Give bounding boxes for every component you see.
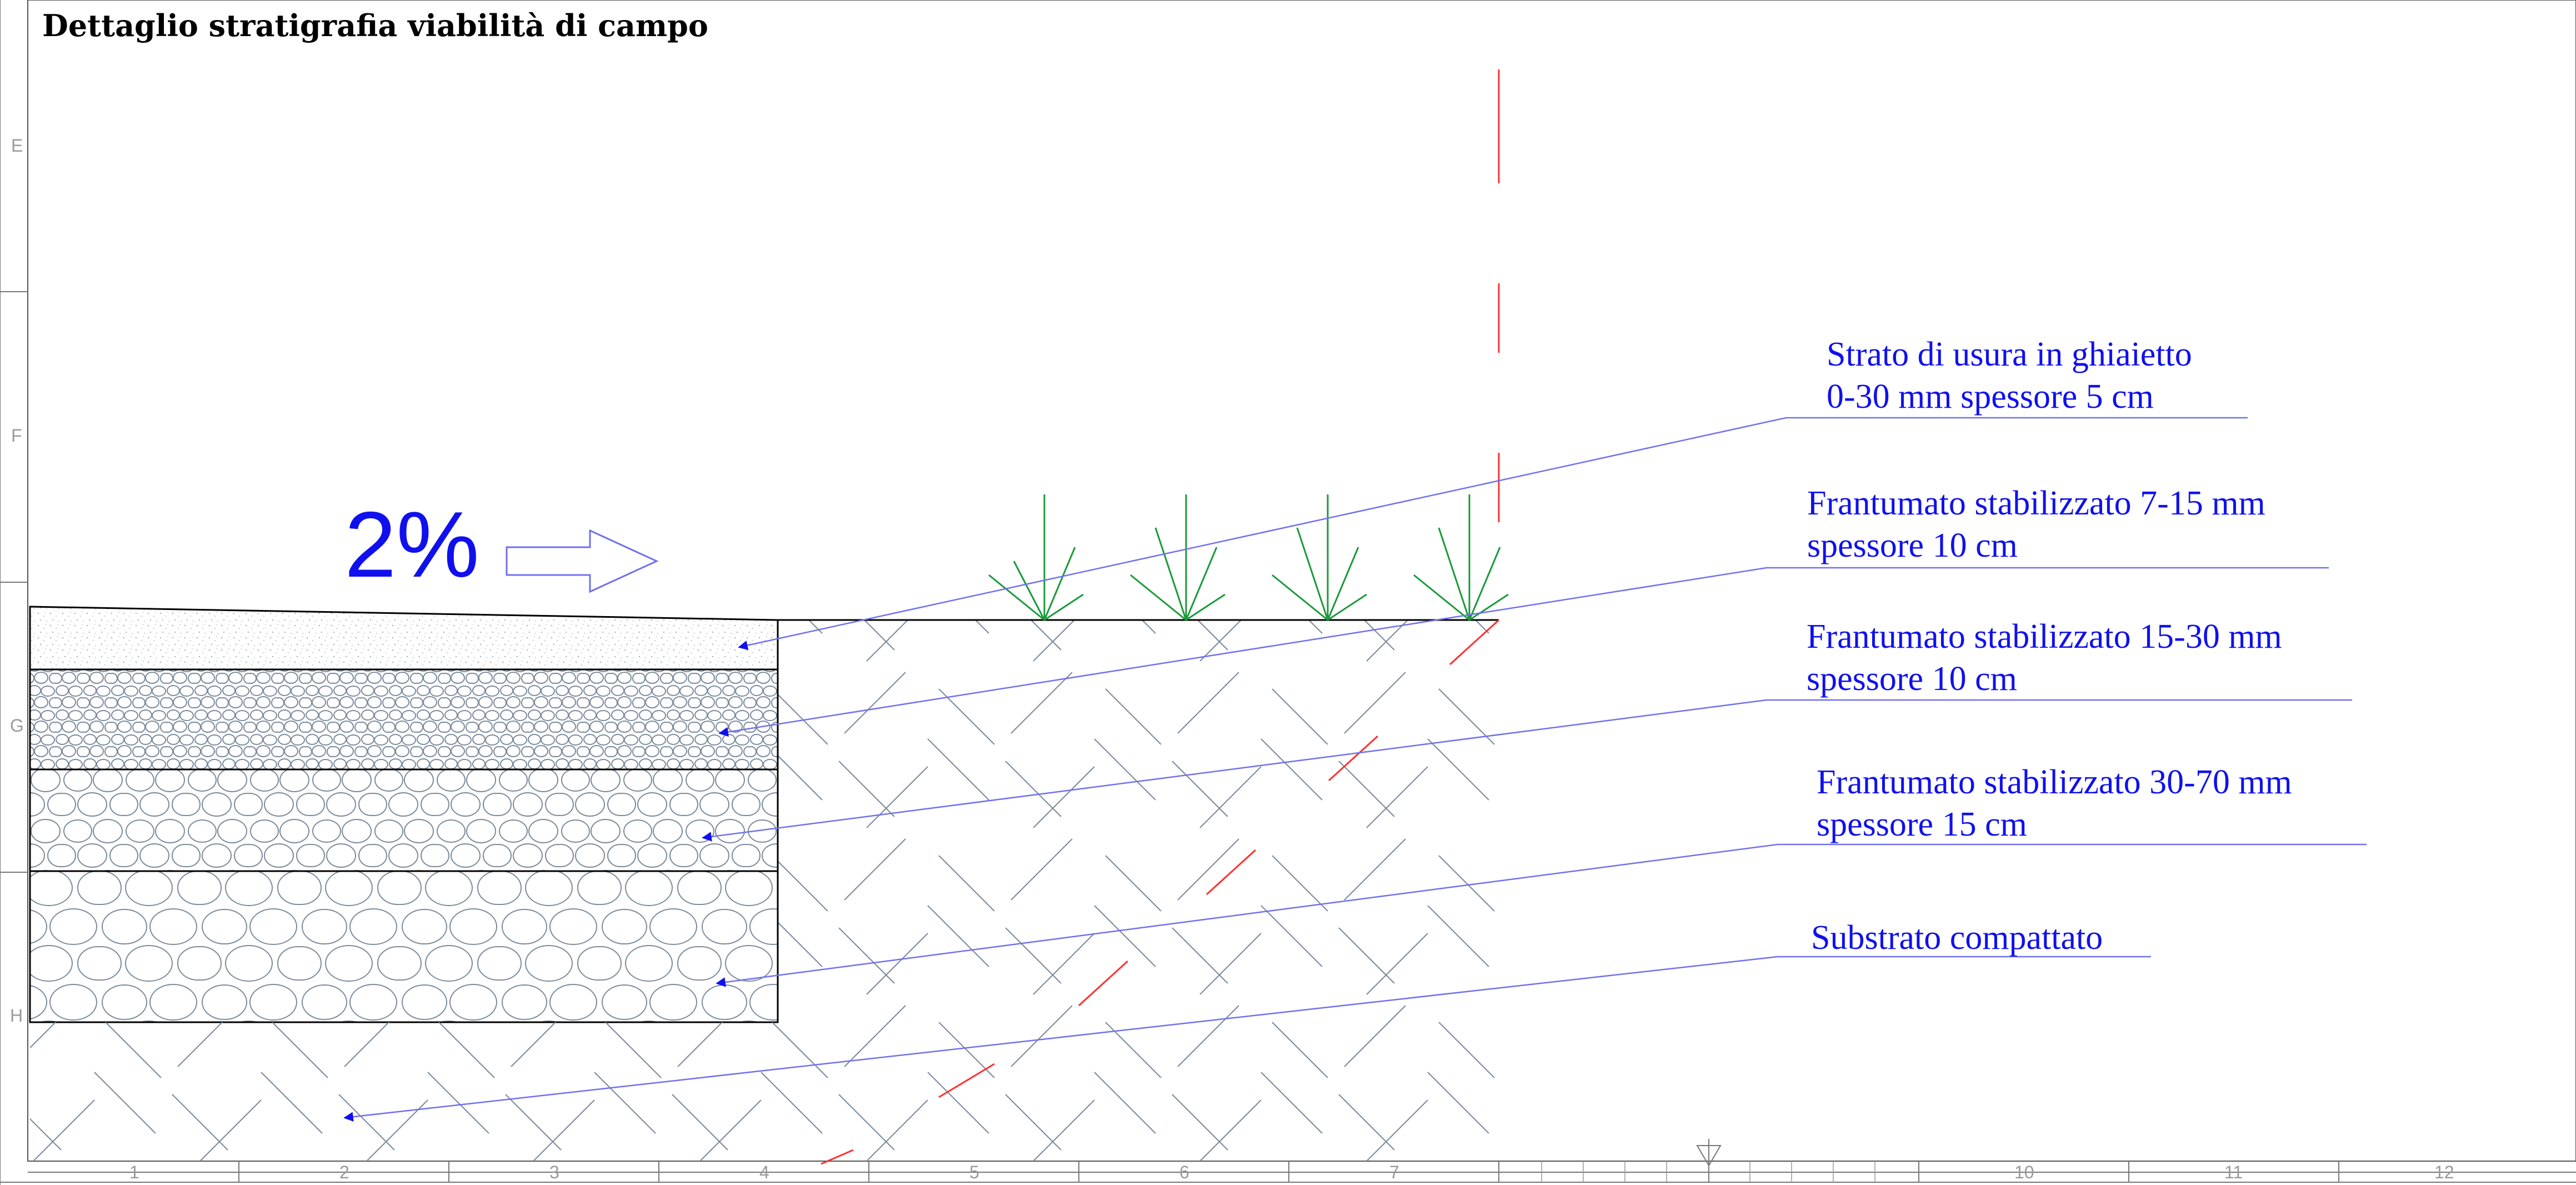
- callout-line-2: spessore 15 cm: [1817, 806, 2027, 843]
- callout-subgrade: Substrato compattato: [1811, 917, 2103, 959]
- leader-lines: [343, 417, 2367, 1122]
- callout-line-1: Strato di usura in ghiaietto: [1827, 336, 2192, 373]
- centre-axis: [821, 69, 1500, 1165]
- grass-tuft: [988, 494, 1084, 621]
- grid-col-label: 6: [1179, 1162, 1189, 1182]
- callout-line-2: spessore 10 cm: [1807, 527, 2018, 564]
- layer-crushed-7-15: [29, 668, 779, 771]
- callout-wearing-course: Strato di usura in ghiaietto 0-30 mm spe…: [1827, 333, 2192, 418]
- grid-col-label: 2: [339, 1162, 349, 1182]
- grid-col-label: 4: [759, 1162, 769, 1182]
- callout-line-1: Frantumato stabilizzato 30-70 mm: [1817, 763, 2292, 801]
- callout-crushed-30-70: Frantumato stabilizzato 30-70 mm spessor…: [1817, 761, 2292, 846]
- callout-line-2: spessore 10 cm: [1807, 660, 2017, 698]
- grass-tuft: [1130, 494, 1226, 621]
- callout-line-1: Substrato compattato: [1811, 919, 2103, 957]
- grid-row-label: E: [11, 136, 23, 156]
- grid-col-label: 7: [1389, 1162, 1399, 1182]
- grid-col-label: 1: [129, 1162, 139, 1182]
- layer-compacted-subgrade: [30, 620, 1499, 1161]
- callout-crushed-15-30: Frantumato stabilizzato 15-30 mm spessor…: [1807, 616, 2282, 700]
- callout-line-1: Frantumato stabilizzato 15-30 mm: [1807, 618, 2282, 656]
- grid-col-label: 10: [2014, 1162, 2034, 1182]
- grid-col-label: 5: [969, 1162, 979, 1182]
- grid-row-label: G: [10, 716, 24, 736]
- leader-line: [716, 843, 2367, 987]
- leader-line: [738, 417, 2248, 651]
- layer-crushed-15-30: [29, 768, 779, 872]
- callout-crushed-7-15: Frantumato stabilizzato 7-15 mm spessore…: [1807, 482, 2265, 567]
- grid-col-label: 3: [549, 1162, 559, 1182]
- slope-arrow-icon: [506, 529, 659, 593]
- road-layers: [29, 606, 1499, 1161]
- grid-row-label: H: [10, 1006, 23, 1026]
- grid-col-label: 12: [2434, 1162, 2454, 1182]
- drawing-title: Dettaglio stratigrafia viabilità di camp…: [42, 8, 708, 43]
- layer-crushed-30-70: [29, 870, 779, 1023]
- callout-line-2: 0-30 mm spessore 5 cm: [1827, 378, 2154, 416]
- leader-line: [343, 956, 2151, 1122]
- slope-label: 2%: [344, 492, 479, 597]
- grass-tuft: [1272, 494, 1367, 621]
- vegetation: [988, 494, 1509, 621]
- layer-wearing-course: [29, 606, 779, 671]
- callout-line-1: Frantumato stabilizzato 7-15 mm: [1807, 484, 2265, 522]
- grid-row-label: F: [11, 426, 22, 446]
- leader-line: [702, 699, 2352, 842]
- grid-col-label: 11: [2224, 1162, 2243, 1182]
- leader-line: [718, 567, 2329, 737]
- grass-tuft: [1413, 494, 1509, 621]
